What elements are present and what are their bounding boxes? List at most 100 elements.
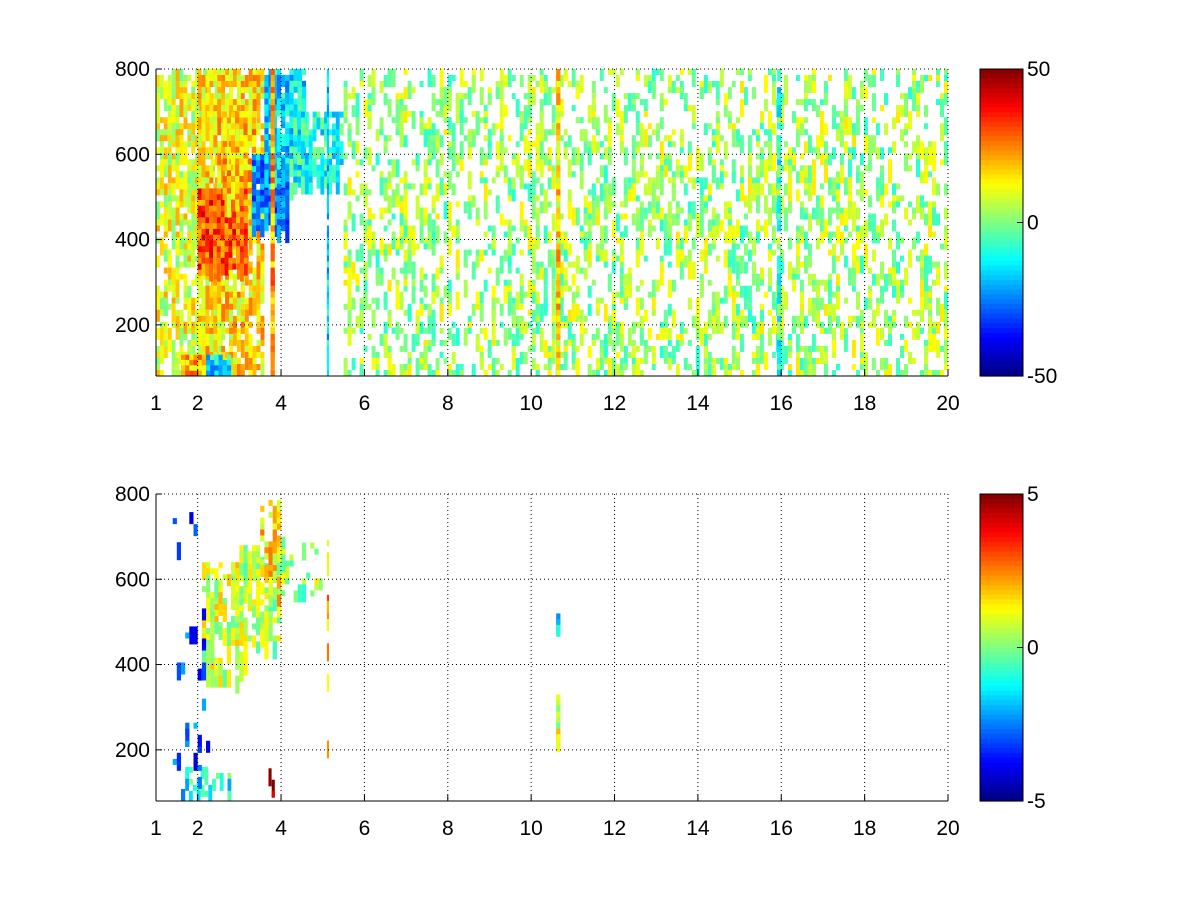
top-heatmap-cell xyxy=(723,201,728,220)
top-heatmap-cell xyxy=(209,205,213,212)
top-heatmap-cell xyxy=(735,291,740,298)
top-heatmap-cell xyxy=(803,141,808,154)
bottom-heatmap-cell xyxy=(206,633,211,640)
top-heatmap-cell xyxy=(195,333,200,346)
top-heatmap-cell xyxy=(201,129,206,142)
top-heatmap-cell xyxy=(799,123,804,136)
top-heatmap-cell xyxy=(867,201,872,208)
top-heatmap-cell xyxy=(711,81,716,87)
top-colorbar-step xyxy=(980,212,1023,219)
top-heatmap-cell xyxy=(908,111,912,124)
top-heatmap-cell xyxy=(431,291,436,304)
top-heatmap-cell xyxy=(623,364,628,370)
top-heatmap-cell xyxy=(281,163,286,170)
top-heatmap-cell xyxy=(347,309,352,328)
top-heatmap-cell xyxy=(535,370,540,376)
top-heatmap-cell xyxy=(270,243,275,250)
top-heatmap-cell xyxy=(239,187,244,206)
top-heatmap-cell xyxy=(214,153,219,166)
top-heatmap-cell xyxy=(763,99,768,112)
top-heatmap-cell xyxy=(163,99,168,112)
top-heatmap-cell xyxy=(811,279,816,286)
top-heatmap-cell xyxy=(471,81,476,93)
top-heatmap-cell xyxy=(411,111,416,130)
top-heatmap-cell xyxy=(270,351,275,370)
top-heatmap-cell xyxy=(831,291,836,298)
top-heatmap-cell xyxy=(823,219,828,238)
top-heatmap-cell xyxy=(515,291,520,310)
top-heatmap-cell xyxy=(932,141,936,160)
top-heatmap-cell xyxy=(799,291,804,310)
top-heatmap-cell xyxy=(871,93,876,112)
top-heatmap-cell xyxy=(495,357,500,364)
top-heatmap-cell xyxy=(163,309,168,316)
top-heatmap-cell xyxy=(932,333,936,352)
top-heatmap-cell xyxy=(863,219,868,238)
top-heatmap-cell xyxy=(240,75,245,81)
top-heatmap-cell xyxy=(723,315,728,328)
top-heatmap-cell xyxy=(187,219,192,226)
bottom-heatmap-cell xyxy=(189,512,194,525)
top-heatmap-cell xyxy=(827,249,832,256)
top-heatmap-cell xyxy=(916,159,920,178)
top-heatmap-cell xyxy=(359,327,364,334)
top-heatmap-cell xyxy=(191,141,196,154)
top-heatmap-cell xyxy=(260,87,265,94)
top-heatmap-cell xyxy=(236,228,240,235)
bottom-heatmap-cell xyxy=(218,586,223,593)
top-heatmap-cell xyxy=(483,135,488,142)
top-heatmap-cell xyxy=(159,243,164,256)
top-heatmap-cell xyxy=(803,183,808,190)
top-heatmap-cell xyxy=(222,365,227,372)
bottom-heatmap-cell xyxy=(185,766,189,785)
top-heatmap-cell xyxy=(427,213,432,232)
top-heatmap-cell xyxy=(595,243,600,262)
bottom-colorbar-step xyxy=(980,796,1023,802)
top-heatmap-cell xyxy=(205,105,210,112)
bottom-heatmap-cell xyxy=(206,574,211,593)
top-heatmap-cell xyxy=(535,81,540,87)
top-heatmap-cell xyxy=(539,69,544,75)
top-heatmap-cell xyxy=(213,263,217,270)
top-heatmap-cell xyxy=(595,177,600,184)
bottom-heatmap-cell xyxy=(226,669,232,688)
bottom-colorbar-step xyxy=(980,757,1023,764)
top-colorbar-step xyxy=(980,107,1023,113)
top-heatmap-cell xyxy=(235,129,240,142)
top-heatmap-cell xyxy=(301,158,305,165)
top-heatmap-cell xyxy=(691,237,696,250)
top-colorbar-step xyxy=(980,188,1023,195)
top-heatmap-cell xyxy=(220,234,225,241)
top-heatmap-cell xyxy=(563,75,568,81)
bottom-heatmap-cell xyxy=(206,645,211,658)
top-heatmap-cell xyxy=(487,129,492,136)
top-heatmap-cell xyxy=(395,105,400,124)
top-heatmap-cell xyxy=(823,327,828,334)
top-heatmap-cell xyxy=(595,303,600,310)
top-heatmap-cell xyxy=(156,129,160,142)
top-heatmap-cell xyxy=(595,327,600,340)
top-heatmap-cell xyxy=(723,357,728,370)
top-heatmap-cell xyxy=(403,105,408,112)
top-heatmap-cell xyxy=(944,81,948,99)
top-heatmap-cell xyxy=(239,176,244,183)
bottom-heatmap-cell xyxy=(235,598,240,604)
top-heatmap-cell xyxy=(507,370,512,376)
top-heatmap-cell xyxy=(195,195,200,202)
bottom-colorbar-step xyxy=(980,513,1023,519)
top-colorbar-step xyxy=(980,140,1023,147)
top-heatmap-cell xyxy=(567,159,572,178)
top-heatmap-cell xyxy=(270,327,275,340)
top-heatmap-cell xyxy=(491,237,496,256)
top-heatmap-cell xyxy=(195,255,200,262)
top-heatmap-cell xyxy=(575,255,580,274)
top-heatmap-cell xyxy=(220,263,225,276)
top-heatmap-cell xyxy=(831,195,836,202)
top-heatmap-cell xyxy=(363,99,368,118)
bottom-heatmap-cell xyxy=(189,778,193,785)
top-heatmap-cell xyxy=(359,364,364,376)
top-heatmap-cell xyxy=(229,267,233,280)
top-heatmap-cell xyxy=(831,255,836,274)
top-heatmap-cell xyxy=(159,189,164,196)
top-heatmap-cell xyxy=(795,315,800,328)
